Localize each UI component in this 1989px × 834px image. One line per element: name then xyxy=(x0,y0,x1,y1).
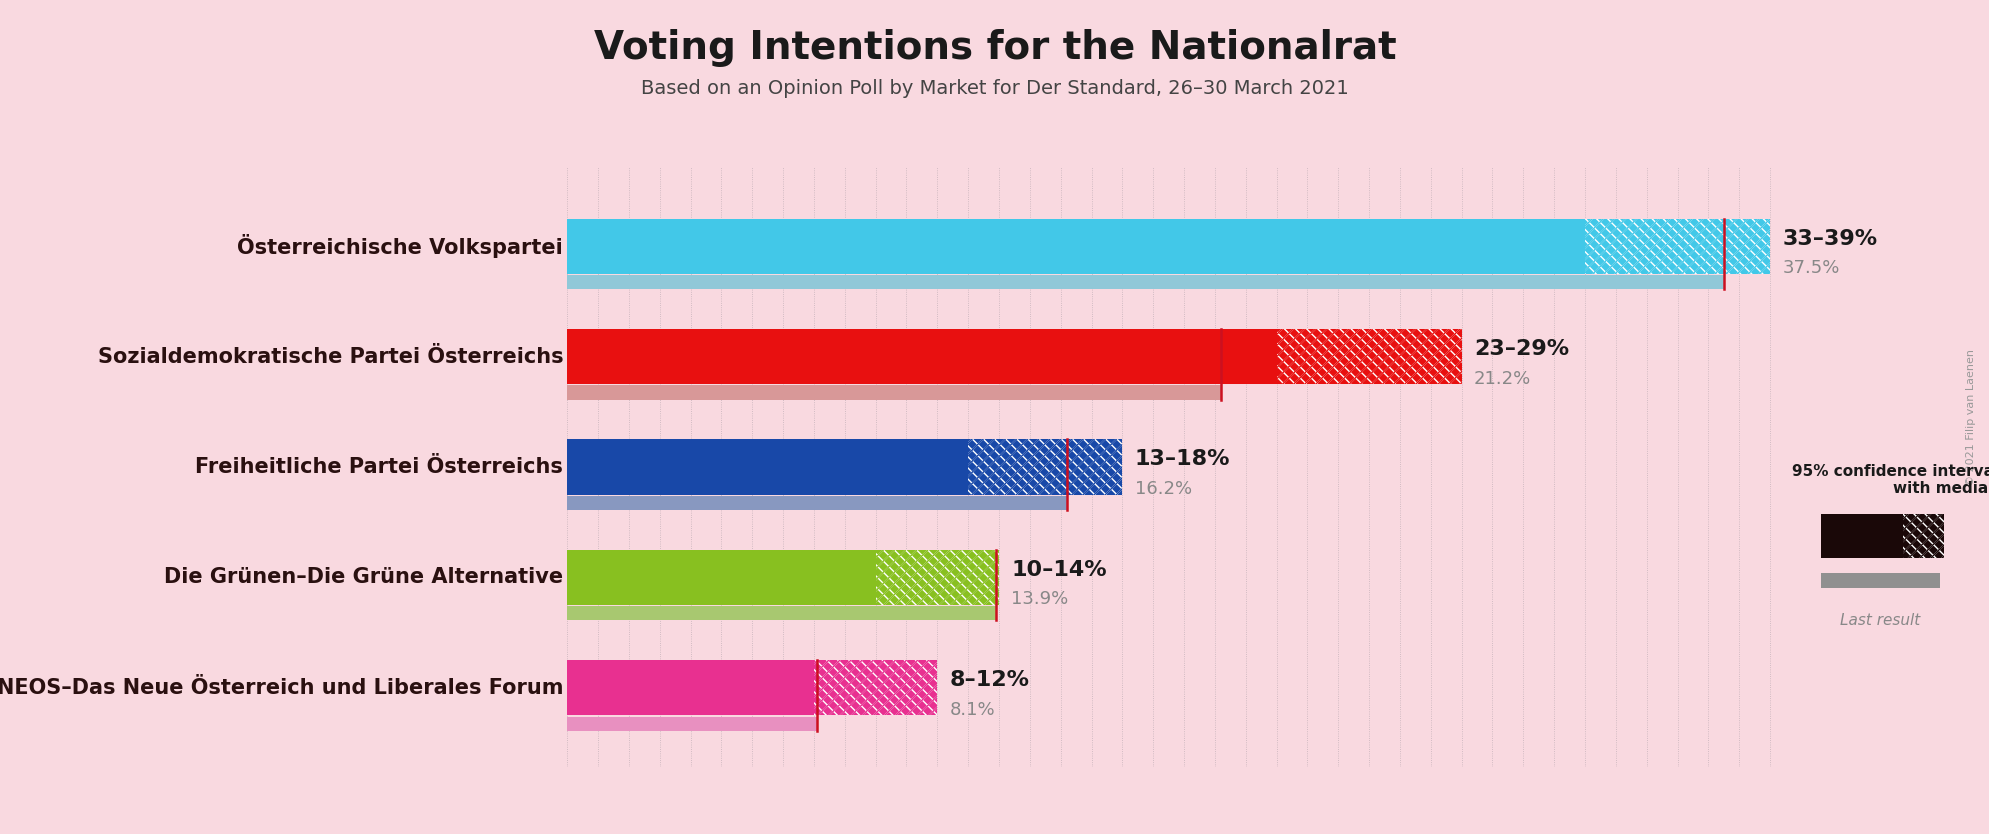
Bar xyxy=(1901,514,1943,558)
Bar xyxy=(567,661,814,716)
Bar xyxy=(967,440,1122,495)
Text: 16.2%: 16.2% xyxy=(1134,480,1191,498)
Text: 13–18%: 13–18% xyxy=(1134,450,1229,470)
Bar xyxy=(567,219,1583,274)
Bar xyxy=(1820,514,1901,558)
Bar xyxy=(1277,329,1460,384)
Bar xyxy=(1277,329,1460,384)
Text: Sozialdemokratische Partei Österreichs: Sozialdemokratische Partei Österreichs xyxy=(97,347,563,367)
Text: Voting Intentions for the Nationalrat: Voting Intentions for the Nationalrat xyxy=(593,29,1396,68)
Text: © 2021 Filip van Laenen: © 2021 Filip van Laenen xyxy=(1965,349,1975,485)
Text: 33–39%: 33–39% xyxy=(1782,229,1878,249)
Text: 37.5%: 37.5% xyxy=(1782,259,1840,278)
Bar xyxy=(875,550,998,605)
Bar xyxy=(875,550,998,605)
Bar xyxy=(567,606,994,620)
Bar xyxy=(567,329,1277,384)
Bar xyxy=(567,440,967,495)
Bar xyxy=(567,495,1066,510)
Text: Die Grünen–Die Grüne Alternative: Die Grünen–Die Grüne Alternative xyxy=(163,567,563,587)
Text: Based on an Opinion Poll by Market for Der Standard, 26–30 March 2021: Based on an Opinion Poll by Market for D… xyxy=(640,79,1349,98)
Text: Österreichische Volkspartei: Österreichische Volkspartei xyxy=(237,234,563,259)
Text: 8.1%: 8.1% xyxy=(949,701,994,719)
Text: NEOS–Das Neue Österreich und Liberales Forum: NEOS–Das Neue Österreich und Liberales F… xyxy=(0,678,563,698)
Bar xyxy=(1583,219,1770,274)
Bar xyxy=(567,550,875,605)
Text: 8–12%: 8–12% xyxy=(949,670,1028,690)
Text: 23–29%: 23–29% xyxy=(1474,339,1569,359)
Bar xyxy=(1901,514,1943,558)
Bar xyxy=(967,440,1122,495)
Text: 21.2%: 21.2% xyxy=(1474,369,1530,388)
Text: Freiheitliche Partei Österreichs: Freiheitliche Partei Österreichs xyxy=(195,457,563,477)
Bar xyxy=(814,661,937,716)
Bar xyxy=(567,716,817,731)
Bar xyxy=(814,661,937,716)
Text: 95% confidence interval
with median: 95% confidence interval with median xyxy=(1790,464,1989,496)
Text: 13.9%: 13.9% xyxy=(1010,590,1068,609)
Text: 10–14%: 10–14% xyxy=(1010,560,1106,580)
Bar xyxy=(567,275,1722,289)
Text: Last result: Last result xyxy=(1840,613,1919,628)
Bar xyxy=(1583,219,1770,274)
Bar xyxy=(567,385,1221,399)
